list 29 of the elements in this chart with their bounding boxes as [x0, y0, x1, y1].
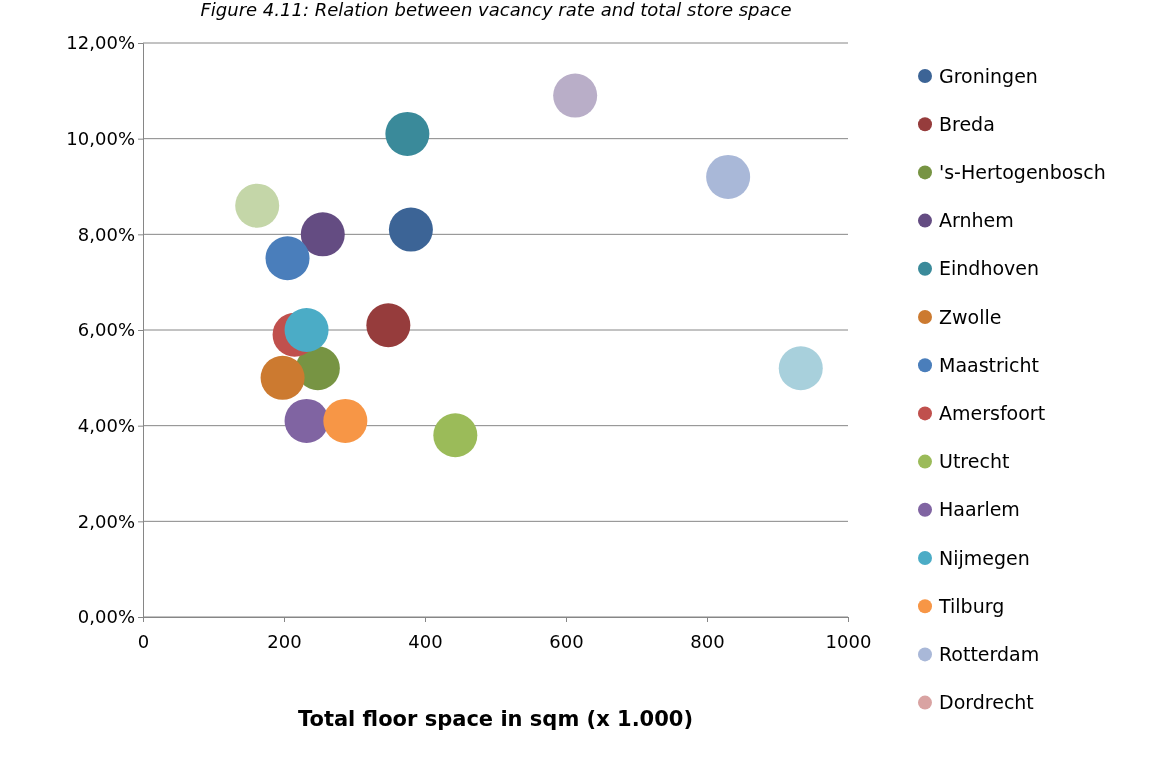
y-tick-label: 8,00%: [77, 223, 135, 245]
legend-label: Dordrecht: [939, 691, 1034, 714]
legend-label: Eindhoven: [939, 257, 1040, 280]
legend-label: Arnhem: [939, 209, 1014, 232]
x-axis-title: Total floor space in sqm (x 1.000): [297, 707, 694, 731]
legend-label: Amersfoort: [939, 402, 1046, 425]
x-tick-label: 600: [549, 631, 584, 653]
legend-label: Maastricht: [939, 353, 1040, 376]
legend-label: Tilburg: [938, 594, 1005, 617]
legend-label: 's-Hertogenbosch: [939, 161, 1106, 184]
y-tick-label: 4,00%: [77, 414, 135, 436]
chart-title: Figure 4.11: Relation between vacancy rate and total store space: [200, 0, 792, 20]
legend-label: Haarlem: [939, 498, 1020, 521]
legend-label: Utrecht: [939, 450, 1010, 473]
x-tick-label: 1000: [825, 631, 872, 653]
y-tick-label: 0,00%: [77, 606, 135, 628]
y-tick-label: 2,00%: [77, 510, 135, 532]
legend-label: Rotterdam: [939, 643, 1040, 666]
x-tick-label: 800: [690, 631, 725, 653]
x-tick-label: 200: [267, 631, 302, 653]
y-tick-label: 10,00%: [66, 127, 135, 149]
x-tick-label: 0: [137, 631, 150, 653]
x-tick-label: 400: [408, 631, 443, 653]
y-tick-label: 6,00%: [77, 319, 135, 341]
legend-label: Groningen: [939, 64, 1038, 87]
y-tick-label: 12,00%: [66, 32, 135, 54]
legend-label: Breda: [939, 112, 995, 135]
legend-label: Nijmegen: [939, 546, 1030, 569]
legend-label: Zwolle: [939, 305, 1002, 328]
